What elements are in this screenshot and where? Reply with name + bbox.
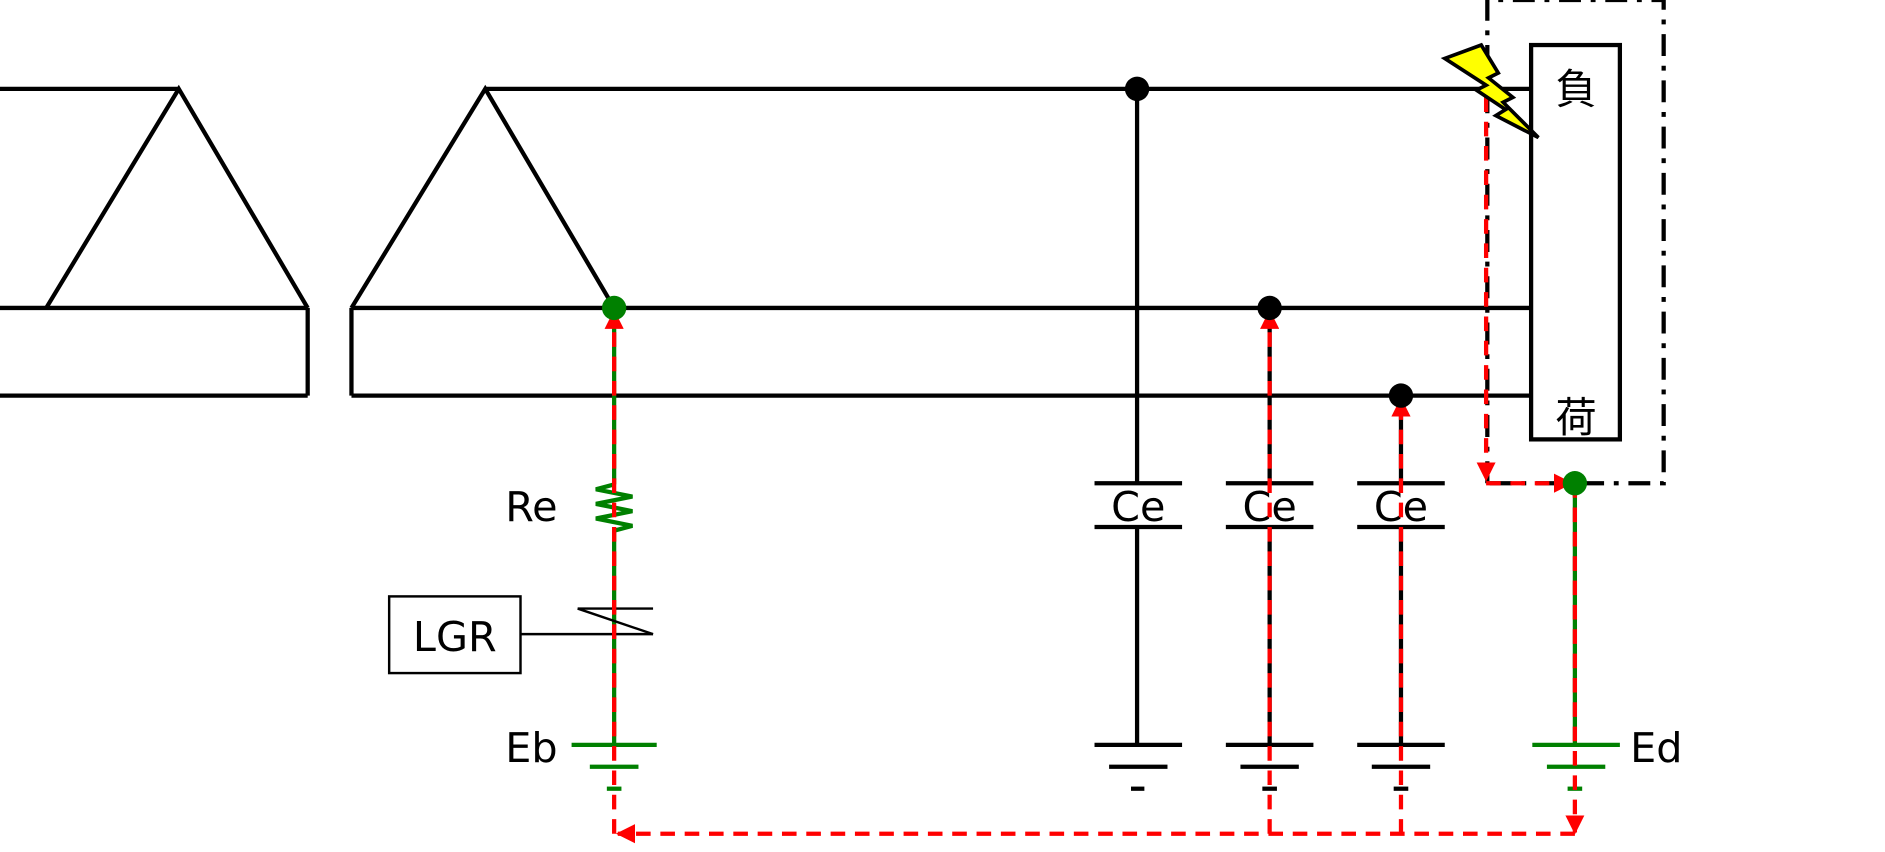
lightning-bolt-icon [1440,42,1540,140]
capacitor-1-label: Ce [1111,483,1165,531]
right-transformer-bus [349,84,1533,398]
junction-dot [1257,295,1282,321]
fault-current-path [604,97,1585,844]
capacitor-2 [1225,307,1314,791]
neutral-ground-branch [571,307,657,791]
lgr-relay: LGR [387,595,654,675]
load-ground-dot [1562,471,1588,496]
ground-eb-label: Eb [505,724,557,772]
load-label-top: 負 [1555,65,1596,113]
load-box: 負 荷 [1528,42,1623,442]
ground-ed-label: Ed [1630,724,1682,772]
junction-dot [1124,76,1150,102]
capacitor-1 [1094,88,1183,791]
resistor-re-label: Re [505,483,557,531]
junction-dot [1388,383,1414,408]
load-label-bottom: 荷 [1555,394,1596,442]
lgr-label: LGR [413,613,497,661]
left-transformer [0,84,310,398]
neutral-point-dot [601,295,627,321]
